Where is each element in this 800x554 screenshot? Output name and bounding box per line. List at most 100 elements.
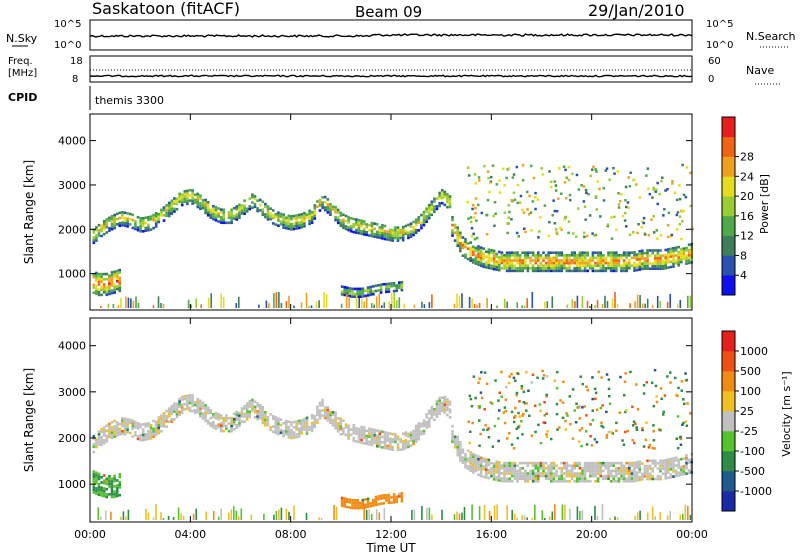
power-cell — [518, 254, 522, 257]
vel-cell — [196, 400, 200, 403]
vel-sparse-cell — [679, 437, 683, 441]
vel-sparse-cell — [651, 446, 654, 450]
vel-cell — [282, 434, 285, 438]
power-cell — [362, 233, 366, 236]
power-cell — [355, 218, 358, 221]
vel-cell — [615, 467, 618, 470]
vel-cell — [258, 416, 262, 420]
power-ground-scatter — [365, 297, 368, 308]
vel-sparse-cell — [621, 439, 624, 442]
power-cell — [596, 269, 600, 273]
vel-cell — [560, 472, 563, 475]
vel-cell — [318, 414, 322, 418]
power-cell — [347, 226, 350, 229]
power-cell — [659, 257, 662, 260]
vel-cell — [212, 420, 215, 424]
x-tick-label: 00:00 — [74, 528, 106, 541]
vel-sparse-cell — [568, 395, 571, 398]
vel-cell — [300, 429, 304, 432]
vel-cell — [563, 472, 566, 475]
vel-cell — [622, 464, 626, 467]
vel-cell — [529, 461, 532, 465]
power-sparse-cell — [580, 184, 583, 187]
power-cell — [521, 259, 524, 262]
vel-sparse-cell — [623, 394, 626, 397]
power-cell — [485, 260, 488, 264]
vel-cell — [682, 470, 686, 473]
vel-sparse-cell — [545, 435, 549, 438]
vel-cell — [110, 434, 114, 437]
power-cell — [474, 246, 478, 250]
power-cell — [495, 268, 498, 271]
power-cell — [620, 256, 623, 260]
vel-cell — [277, 422, 280, 426]
power-cell — [139, 219, 142, 223]
power-sparse-cell — [624, 185, 628, 189]
power-sparse-cell — [594, 233, 598, 237]
power-cell — [617, 264, 621, 267]
power-cell — [443, 193, 447, 196]
vel-cell — [674, 472, 678, 475]
power-sparse-cell — [617, 206, 621, 209]
power-cell — [353, 292, 357, 296]
power-cell — [361, 290, 365, 293]
power-cell — [204, 203, 207, 207]
power-cell — [487, 264, 491, 267]
vel-sparse-cell — [530, 381, 534, 384]
vel-cell — [351, 501, 354, 505]
vel-cell — [524, 472, 527, 475]
vel-cell — [131, 419, 135, 423]
vel-cell — [230, 424, 233, 428]
vel-cell — [438, 409, 441, 413]
vel-cell — [300, 421, 304, 425]
vel-cell — [498, 466, 501, 469]
power-cell — [591, 251, 595, 254]
vel-cell — [607, 464, 610, 467]
power-cell — [578, 264, 582, 267]
power-colorbar-tick-label: 12 — [740, 230, 754, 243]
vel-cell — [360, 425, 363, 429]
vel-sparse-cell — [512, 420, 516, 424]
vel-cell — [222, 429, 226, 433]
vel-cell — [464, 452, 467, 456]
vel-cell — [256, 404, 259, 408]
power-ground-scatter — [503, 298, 506, 308]
power-cell — [508, 264, 511, 267]
vel-cell — [248, 413, 252, 416]
vel-cell — [126, 420, 129, 424]
power-sparse-cell — [472, 216, 476, 219]
power-cell — [167, 204, 171, 207]
power-ground-scatter — [677, 303, 679, 308]
vel-cell — [121, 424, 124, 428]
vel-ground-scatter — [228, 512, 230, 520]
vel-cell — [409, 431, 413, 434]
power-cell — [451, 234, 454, 237]
vel-cell — [95, 445, 98, 449]
power-cell — [349, 217, 353, 220]
vel-ground-scatter — [230, 509, 233, 520]
power-cell — [677, 256, 680, 259]
vel-ground-scatter — [523, 515, 526, 520]
power-cell — [95, 239, 98, 242]
power-cell — [677, 261, 680, 264]
power-cell — [346, 286, 349, 290]
power-cell — [102, 288, 106, 291]
vel-cell — [474, 469, 478, 473]
vel-cell — [667, 460, 670, 464]
vel-cell — [667, 476, 670, 480]
vel-cell — [643, 467, 647, 470]
vel-cell — [550, 477, 553, 480]
vel-cell — [433, 408, 436, 411]
power-cell — [269, 217, 272, 221]
power-cell — [180, 203, 184, 207]
vel-cell — [238, 416, 241, 420]
power-cell — [339, 219, 343, 222]
power-cell — [240, 206, 244, 210]
power-cell — [687, 248, 691, 252]
vel-cell — [609, 480, 613, 483]
vel-cell — [391, 432, 395, 436]
power-cell — [378, 233, 382, 237]
power-cell — [503, 264, 506, 267]
vel-cell — [674, 474, 678, 478]
power-sparse-cell — [583, 235, 586, 239]
